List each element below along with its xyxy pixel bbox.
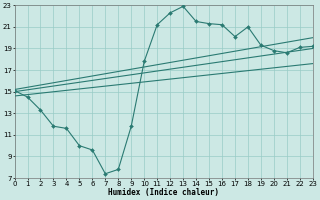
X-axis label: Humidex (Indice chaleur): Humidex (Indice chaleur): [108, 188, 219, 197]
